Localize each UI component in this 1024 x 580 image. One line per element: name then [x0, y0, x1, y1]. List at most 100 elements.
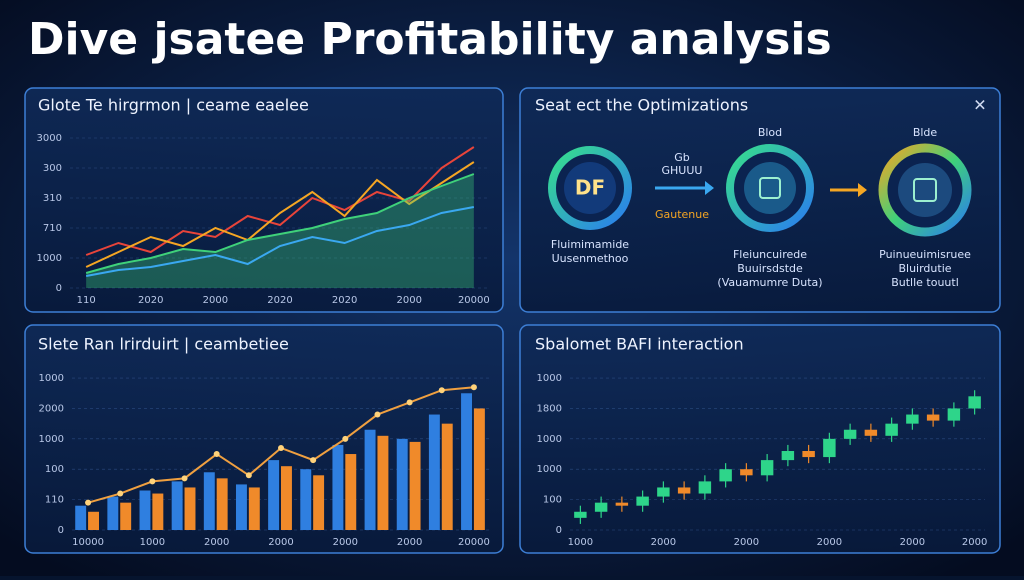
bar: [300, 469, 312, 530]
bar: [281, 466, 292, 530]
panel: [24, 87, 504, 313]
chart-title: Sbalomet BAFI interaction: [535, 335, 744, 354]
node-core: [564, 162, 616, 214]
x-tick-label: 1000: [140, 537, 165, 548]
point: [342, 435, 349, 442]
node-caption: Uusenmethoo: [552, 252, 629, 265]
point: [149, 478, 156, 485]
y-tick-label: 300: [43, 163, 62, 174]
panel: [519, 324, 1001, 554]
line: [85, 173, 475, 274]
x-tick-label: 2000: [817, 537, 842, 548]
candle-body: [906, 414, 919, 424]
bar: [441, 423, 453, 530]
x-tick-label: 2000: [397, 537, 422, 548]
bar: [120, 502, 132, 530]
candle-body: [968, 396, 981, 409]
x-tick-label: 10000: [72, 537, 104, 548]
point: [310, 457, 317, 464]
candle-body: [823, 438, 836, 458]
point: [374, 411, 381, 418]
candle-body: [802, 451, 815, 458]
arrow-label: Gb: [674, 151, 690, 164]
y-tick-label: 1000: [37, 253, 62, 264]
node-top: Blde: [913, 126, 938, 139]
x-tick-label: 20000: [458, 537, 490, 548]
bar: [171, 481, 183, 530]
point: [85, 499, 92, 506]
y-tick-label: 110: [45, 495, 64, 506]
node-label: DF: [575, 176, 605, 200]
point: [213, 451, 220, 458]
y-tick-label: 1000: [537, 434, 562, 445]
arrow-head: [858, 183, 867, 197]
bar: [139, 490, 151, 530]
bar: [203, 472, 215, 530]
diagram: Seat ect the Optimizations ✕ DF Fluimima…: [535, 96, 987, 290]
bar: [248, 487, 260, 530]
candle-body: [781, 451, 795, 461]
y-tick-label: 1000: [39, 373, 64, 384]
arrow-head: [705, 181, 714, 195]
bar: [268, 460, 280, 530]
close-icon[interactable]: ✕: [973, 96, 986, 115]
node-caption: Fleiuncuirede: [733, 248, 807, 261]
bar: [364, 429, 376, 530]
y-tick-label: 100: [45, 464, 64, 475]
candle-body: [636, 496, 649, 506]
candle-body: [615, 502, 629, 506]
candle-body: [947, 408, 961, 421]
page-title: Dive jsatee Profitability analysis: [28, 14, 832, 65]
bar: [107, 496, 119, 530]
y-tick-label: 2000: [39, 403, 64, 414]
node-core: [898, 163, 952, 217]
bar: [152, 493, 164, 530]
y-tick-label: 0: [556, 525, 562, 536]
bar: [184, 487, 196, 530]
arrow-label: Gautenue: [655, 208, 709, 221]
x-tick-label: 2000: [268, 537, 293, 548]
candle-body: [926, 414, 940, 421]
node-caption: Butlle touutl: [891, 276, 959, 289]
bar: [235, 484, 247, 530]
x-tick-label: 2000: [651, 537, 676, 548]
node-caption: Bluirdutie: [898, 262, 951, 275]
x-tick-label: 2020: [138, 295, 163, 306]
line: [85, 146, 475, 256]
x-tick-label: 2000: [333, 537, 358, 548]
x-tick-label: 110: [77, 295, 96, 306]
point: [117, 490, 124, 497]
candle-body: [760, 460, 774, 476]
point: [470, 384, 477, 391]
bar: [473, 408, 485, 530]
bar: [88, 511, 100, 530]
y-tick-label: 1000: [537, 464, 562, 475]
bar: [216, 478, 228, 530]
point: [278, 444, 284, 451]
point: [438, 387, 445, 394]
node-top: Blod: [758, 126, 782, 139]
node-caption: Fluimimamide: [551, 238, 629, 251]
y-tick-label: 0: [58, 525, 64, 536]
candle-body: [885, 423, 898, 436]
point: [181, 475, 188, 482]
node-icon: [913, 178, 937, 202]
y-tick-label: 0: [56, 283, 62, 294]
x-tick-label: 1000: [568, 537, 593, 548]
candle-body: [657, 487, 670, 497]
y-tick-label: 1000: [39, 434, 64, 445]
chart-title: Glote Te hirgrmon | ceame eaelee: [38, 96, 309, 115]
line: [85, 161, 475, 268]
bar: [409, 441, 421, 530]
x-tick-label: 20000: [458, 295, 490, 306]
y-tick-label: 1800: [537, 403, 562, 414]
x-tick-label: 2000: [397, 295, 422, 306]
bar: [75, 505, 87, 530]
point: [406, 399, 413, 406]
x-tick-label: 2020: [267, 295, 292, 306]
x-tick-label: 2000: [203, 295, 228, 306]
area: [86, 174, 474, 288]
node-caption: (Vauamumre Duta): [717, 276, 822, 289]
bar: [313, 475, 325, 530]
